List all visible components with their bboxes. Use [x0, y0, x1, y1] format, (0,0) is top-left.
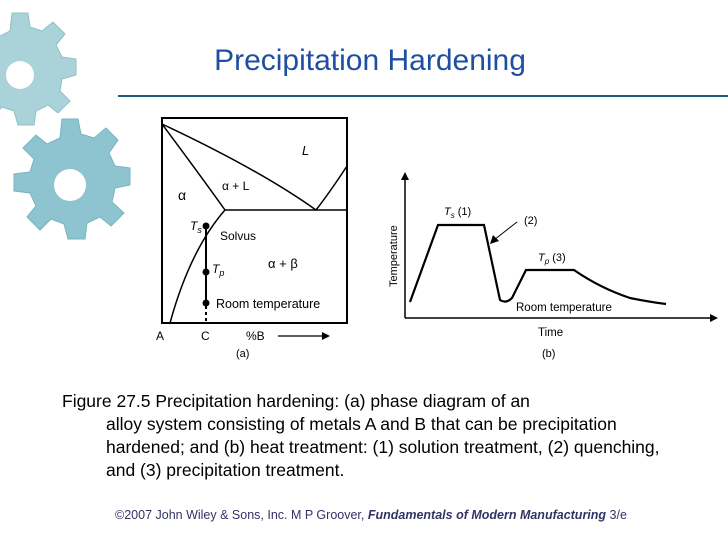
label-room-temperature: Room temperature	[216, 297, 320, 311]
solidus	[161, 123, 226, 211]
label-alpha: α	[178, 187, 186, 203]
label-room-temperature-b: Room temperature	[516, 302, 612, 314]
slide-title: Precipitation Hardening	[214, 44, 526, 77]
x-axis-arrow-icon	[710, 314, 718, 322]
label-ts-1: Ts (1)	[444, 206, 471, 220]
footer-book-title: Fundamentals of Modern Manufacturing	[367, 508, 607, 522]
y-axis-arrow-icon	[401, 172, 409, 180]
y-axis-label: Temperature	[388, 225, 400, 287]
label-alpha-beta: α + β	[268, 256, 298, 271]
tp-point	[202, 268, 210, 276]
caption-rest: alloy system consisting of metals A and …	[106, 414, 660, 480]
ts-point	[202, 222, 210, 230]
label-ts: Ts	[190, 219, 202, 235]
liquidus-left	[161, 123, 317, 211]
footer-copyright: ©2007 John Wiley & Sons, Inc. M P Groove…	[115, 508, 368, 522]
gears-decoration	[0, 12, 131, 240]
label-tp-3: Tp (3)	[538, 252, 566, 266]
gear-icon	[13, 118, 131, 240]
copyright-footer: ©2007 John Wiley & Sons, Inc. M P Groove…	[115, 508, 715, 522]
caption-first-line: Figure 27.5 Precipitation hardening: (a)…	[62, 391, 530, 411]
axis-label-c: C	[201, 329, 210, 343]
label-alpha-liquid: α + L	[222, 179, 250, 193]
caption-a: (a)	[236, 348, 249, 360]
axis-label-a: A	[156, 329, 164, 343]
caption-b: (b)	[542, 348, 555, 360]
label-quench-2: (2)	[524, 215, 537, 227]
phase-diagram-frame	[161, 117, 348, 324]
title-divider	[118, 95, 728, 97]
temperature-curve	[408, 223, 667, 306]
quench-pointer	[493, 221, 518, 241]
solvus-line	[169, 209, 226, 324]
phase-diagram: L α + L α Ts Solvus α + β Tp Room temper…	[156, 117, 348, 360]
label-tp: Tp	[212, 262, 224, 278]
x-axis-label: Time	[538, 327, 563, 339]
footer-edition: 3/e	[606, 508, 627, 522]
pointer-arrow-icon	[490, 235, 499, 244]
label-solvus: Solvus	[220, 229, 256, 243]
axis-label-b: %B	[246, 329, 265, 343]
gear-icon	[0, 12, 77, 126]
heat-treatment-chart: Temperature Ts (1) (2) Tp (3) Room tempera…	[388, 172, 718, 360]
room-point	[202, 299, 210, 307]
figure-caption: Figure 27.5 Precipitation hardening: (a)…	[62, 390, 682, 482]
liquidus-right	[315, 165, 348, 211]
label-liquid: L	[302, 143, 309, 158]
arrow-head-icon	[322, 332, 330, 340]
